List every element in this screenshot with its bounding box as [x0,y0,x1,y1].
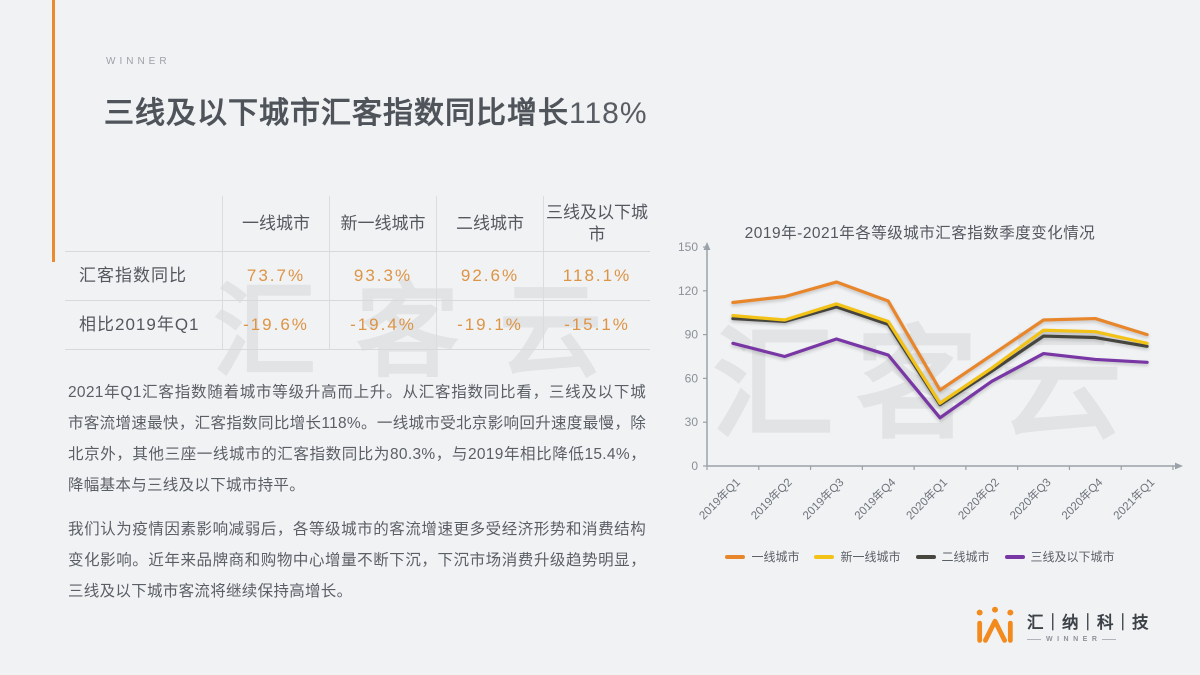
table-row-label-yoy: 汇客指数同比 [65,251,222,300]
logo-dash-left [1027,639,1041,640]
table-corner-cell [65,196,222,251]
logo-dash-right [1102,639,1117,640]
svg-text:150: 150 [678,240,698,254]
table-value-vs2019-tier3: -15.1% [543,300,650,350]
table-header-tier2: 二线城市 [436,196,543,251]
chart-legend: 一线城市 新一线城市 二线城市 三线及以下城市 [655,548,1185,565]
watermark-chart: 汇客云 [712,317,1144,453]
legend-swatch-tier1 [725,554,746,559]
accent-bar [52,0,55,262]
table-value-yoy-new-tier1: 93.3% [329,251,436,300]
table-value-yoy-tier3: 118.1% [543,251,650,300]
svg-text:2020年Q3: 2020年Q3 [1007,475,1054,522]
svg-text:30: 30 [685,415,699,429]
svg-text:2020年Q1: 2020年Q1 [903,475,950,522]
page-title-main: 三线及以下城市汇客指数同比增长 [104,97,569,130]
table-value-yoy-tier1: 73.7% [222,251,329,300]
body-text: 2021年Q1汇客指数随着城市等级升高而上升。从汇客指数同比看，三线及以下城市客… [68,377,646,607]
svg-text:90: 90 [685,328,699,342]
paragraph-analysis: 2021年Q1汇客指数随着城市等级升高而上升。从汇客指数同比看，三线及以下城市客… [68,384,646,494]
svg-text:2020年Q4: 2020年Q4 [1058,475,1105,522]
table-row-label-vs2019: 相比2019年Q1 [65,300,222,350]
legend-item-tier2: 二线城市 [915,548,990,565]
svg-text:2021年Q1: 2021年Q1 [1110,475,1157,522]
svg-text:60: 60 [685,371,699,385]
table-value-vs2019-tier1: -19.6% [222,300,329,350]
kpi-table: 一线城市 新一线城市 二线城市 三线及以下城市 汇客指数同比 73.7% 93.… [65,196,650,350]
svg-text:2019年Q3: 2019年Q3 [800,475,847,522]
legend-item-tier1: 一线城市 [725,548,799,565]
legend-swatch-tier2 [915,554,936,559]
table-value-yoy-tier2: 92.6% [436,251,543,300]
page-title-highlight: 118% [569,97,648,130]
svg-text:0: 0 [691,459,698,473]
svg-text:120: 120 [678,284,698,298]
logo-company-name: 汇｜纳｜科｜技 [1027,614,1150,632]
svg-text:2019年Q2: 2019年Q2 [748,475,795,522]
table-value-vs2019-tier2: -19.1% [436,300,543,350]
svg-text:2019年Q1: 2019年Q1 [696,475,743,522]
chart-title: 2019年-2021年各等级城市汇客指数季度变化情况 [744,225,1096,242]
table-header-tier1: 一线城市 [222,196,329,251]
table-header-new-tier1: 新一线城市 [329,196,436,251]
page-title: 三线及以下城市汇客指数同比增长118% [104,88,648,132]
svg-text:2020年Q2: 2020年Q2 [955,475,1002,522]
company-logo: 汇｜纳｜科｜技 WINNER [972,602,1150,650]
legend-item-new-tier1: 新一线城市 [814,548,901,565]
table-header-tier3: 三线及以下城市 [543,196,650,251]
legend-swatch-tier3 [1004,554,1025,559]
legend-item-tier3: 三线及以下城市 [1004,548,1115,565]
paragraph-outlook: 我们认为疫情因素影响减弱后，各等级城市的客流增速更多受经济形势和消费结构变化影响… [68,521,646,600]
eyebrow-label: WINNER [106,56,171,67]
logo-winner-label: WINNER [1027,636,1150,643]
table-value-vs2019-new-tier1: -19.4% [329,300,436,350]
logo-text: 汇｜纳｜科｜技 WINNER [1027,609,1150,643]
line-chart: 2019年Q1 2019年Q2 2019年Q3 2019年Q4 2020年Q1 2020年… [678,240,1183,522]
svg-text:2019年Q4: 2019年Q4 [851,475,898,522]
watermark-table: 汇客云 [213,274,642,389]
crown-icon [976,606,1014,643]
legend-swatch-new-tier1 [814,554,835,559]
